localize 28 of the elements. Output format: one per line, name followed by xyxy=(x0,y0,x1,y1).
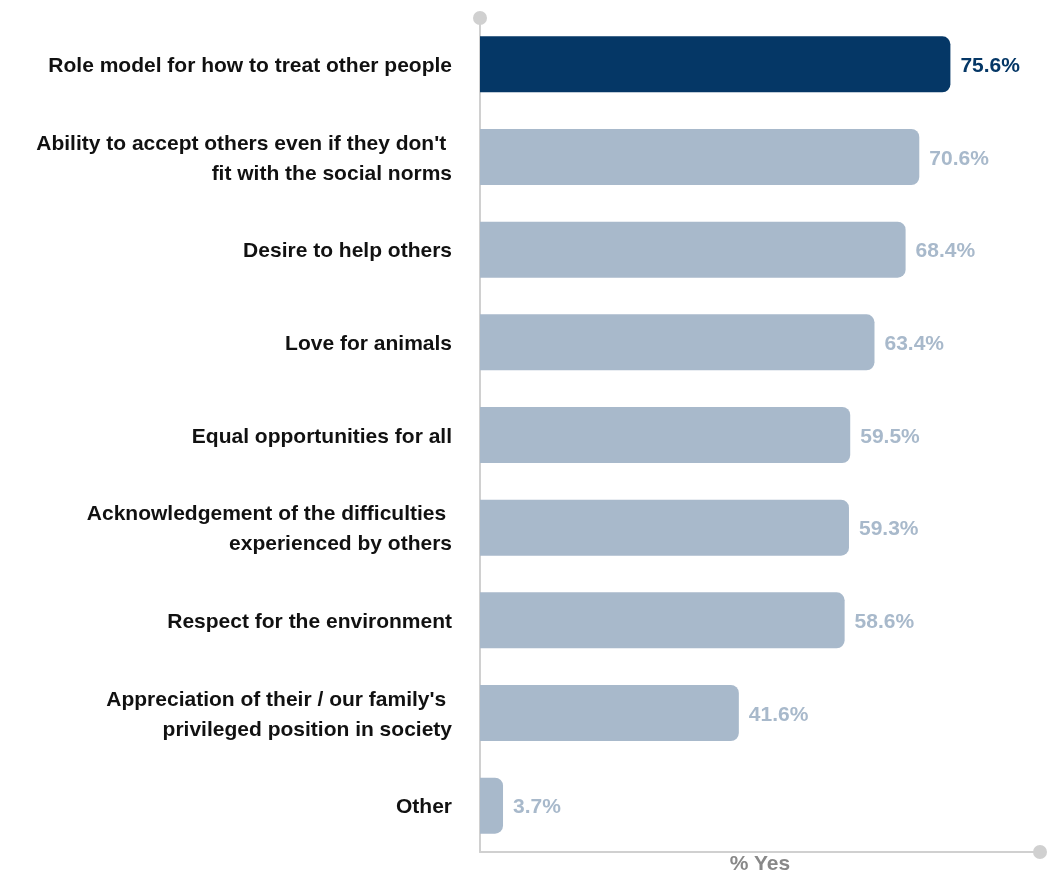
bar xyxy=(480,36,951,93)
y-tick-label: Respect for the environment xyxy=(167,608,452,632)
data-label: 68.4% xyxy=(915,238,976,262)
y-tick-label: Desire to help others xyxy=(243,238,452,262)
bar xyxy=(480,592,845,649)
y-tick-label: Role model for how to treat other people xyxy=(48,52,452,76)
y-tick-label: Ability to accept others even if they don't fit with the social norms xyxy=(36,130,452,184)
data-label: 75.6% xyxy=(960,52,1021,76)
bar xyxy=(480,777,504,834)
x-axis-title: % Yes xyxy=(729,851,791,874)
data-label: 3.7% xyxy=(513,794,562,818)
bar xyxy=(480,499,849,556)
bar xyxy=(480,685,739,741)
y-tick-label: Love for animals xyxy=(285,330,452,354)
y-tick-label: Acknowledgement of the difficulties experienced by others xyxy=(86,501,452,555)
data-label: 59.5% xyxy=(860,423,921,447)
data-label: 63.4% xyxy=(884,330,945,354)
bar xyxy=(480,407,851,463)
bar xyxy=(480,221,906,278)
data-label: 41.6% xyxy=(748,701,809,725)
bar xyxy=(480,314,875,371)
data-label: 58.6% xyxy=(854,608,915,632)
y-tick-label: Appreciation of their / our family's privileged position in society xyxy=(106,686,453,740)
y-tick-label: Equal opportunities for all xyxy=(191,423,452,447)
y-tick-label: Other xyxy=(395,794,452,818)
data-label: 59.3% xyxy=(858,516,919,540)
data-label: 70.6% xyxy=(929,145,990,169)
bar xyxy=(480,129,920,185)
